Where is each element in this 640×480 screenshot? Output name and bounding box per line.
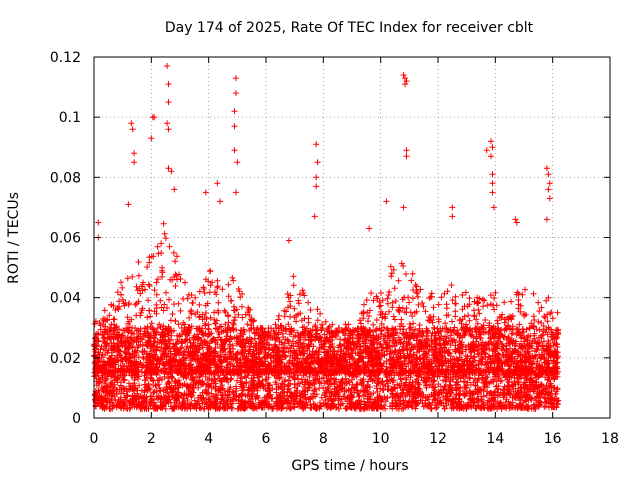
data-point (374, 388, 381, 395)
data-point (307, 405, 314, 412)
data-point (466, 375, 473, 382)
data-point (272, 379, 279, 386)
x-axis-label: GPS time / hours (291, 458, 408, 474)
data-points (91, 63, 562, 412)
data-point (255, 395, 262, 402)
data-point (234, 377, 241, 384)
data-point (509, 330, 516, 337)
y-axis-label: ROTI / TECUs (6, 192, 22, 284)
data-point (229, 405, 235, 412)
data-point (301, 394, 308, 401)
data-point (150, 389, 157, 396)
data-point (441, 405, 448, 412)
data-point (399, 375, 405, 382)
data-point (446, 381, 453, 388)
chart-title: Day 174 of 2025, Rate Of TEC Index for r… (165, 20, 534, 36)
data-point (180, 395, 187, 402)
data-point (311, 388, 318, 395)
data-point (440, 377, 447, 384)
data-point (206, 395, 213, 402)
data-point (428, 405, 435, 412)
data-point (142, 384, 149, 391)
data-point (356, 335, 363, 342)
data-point (399, 330, 406, 337)
data-point (212, 344, 219, 351)
data-point (372, 327, 379, 334)
data-point (412, 405, 419, 412)
